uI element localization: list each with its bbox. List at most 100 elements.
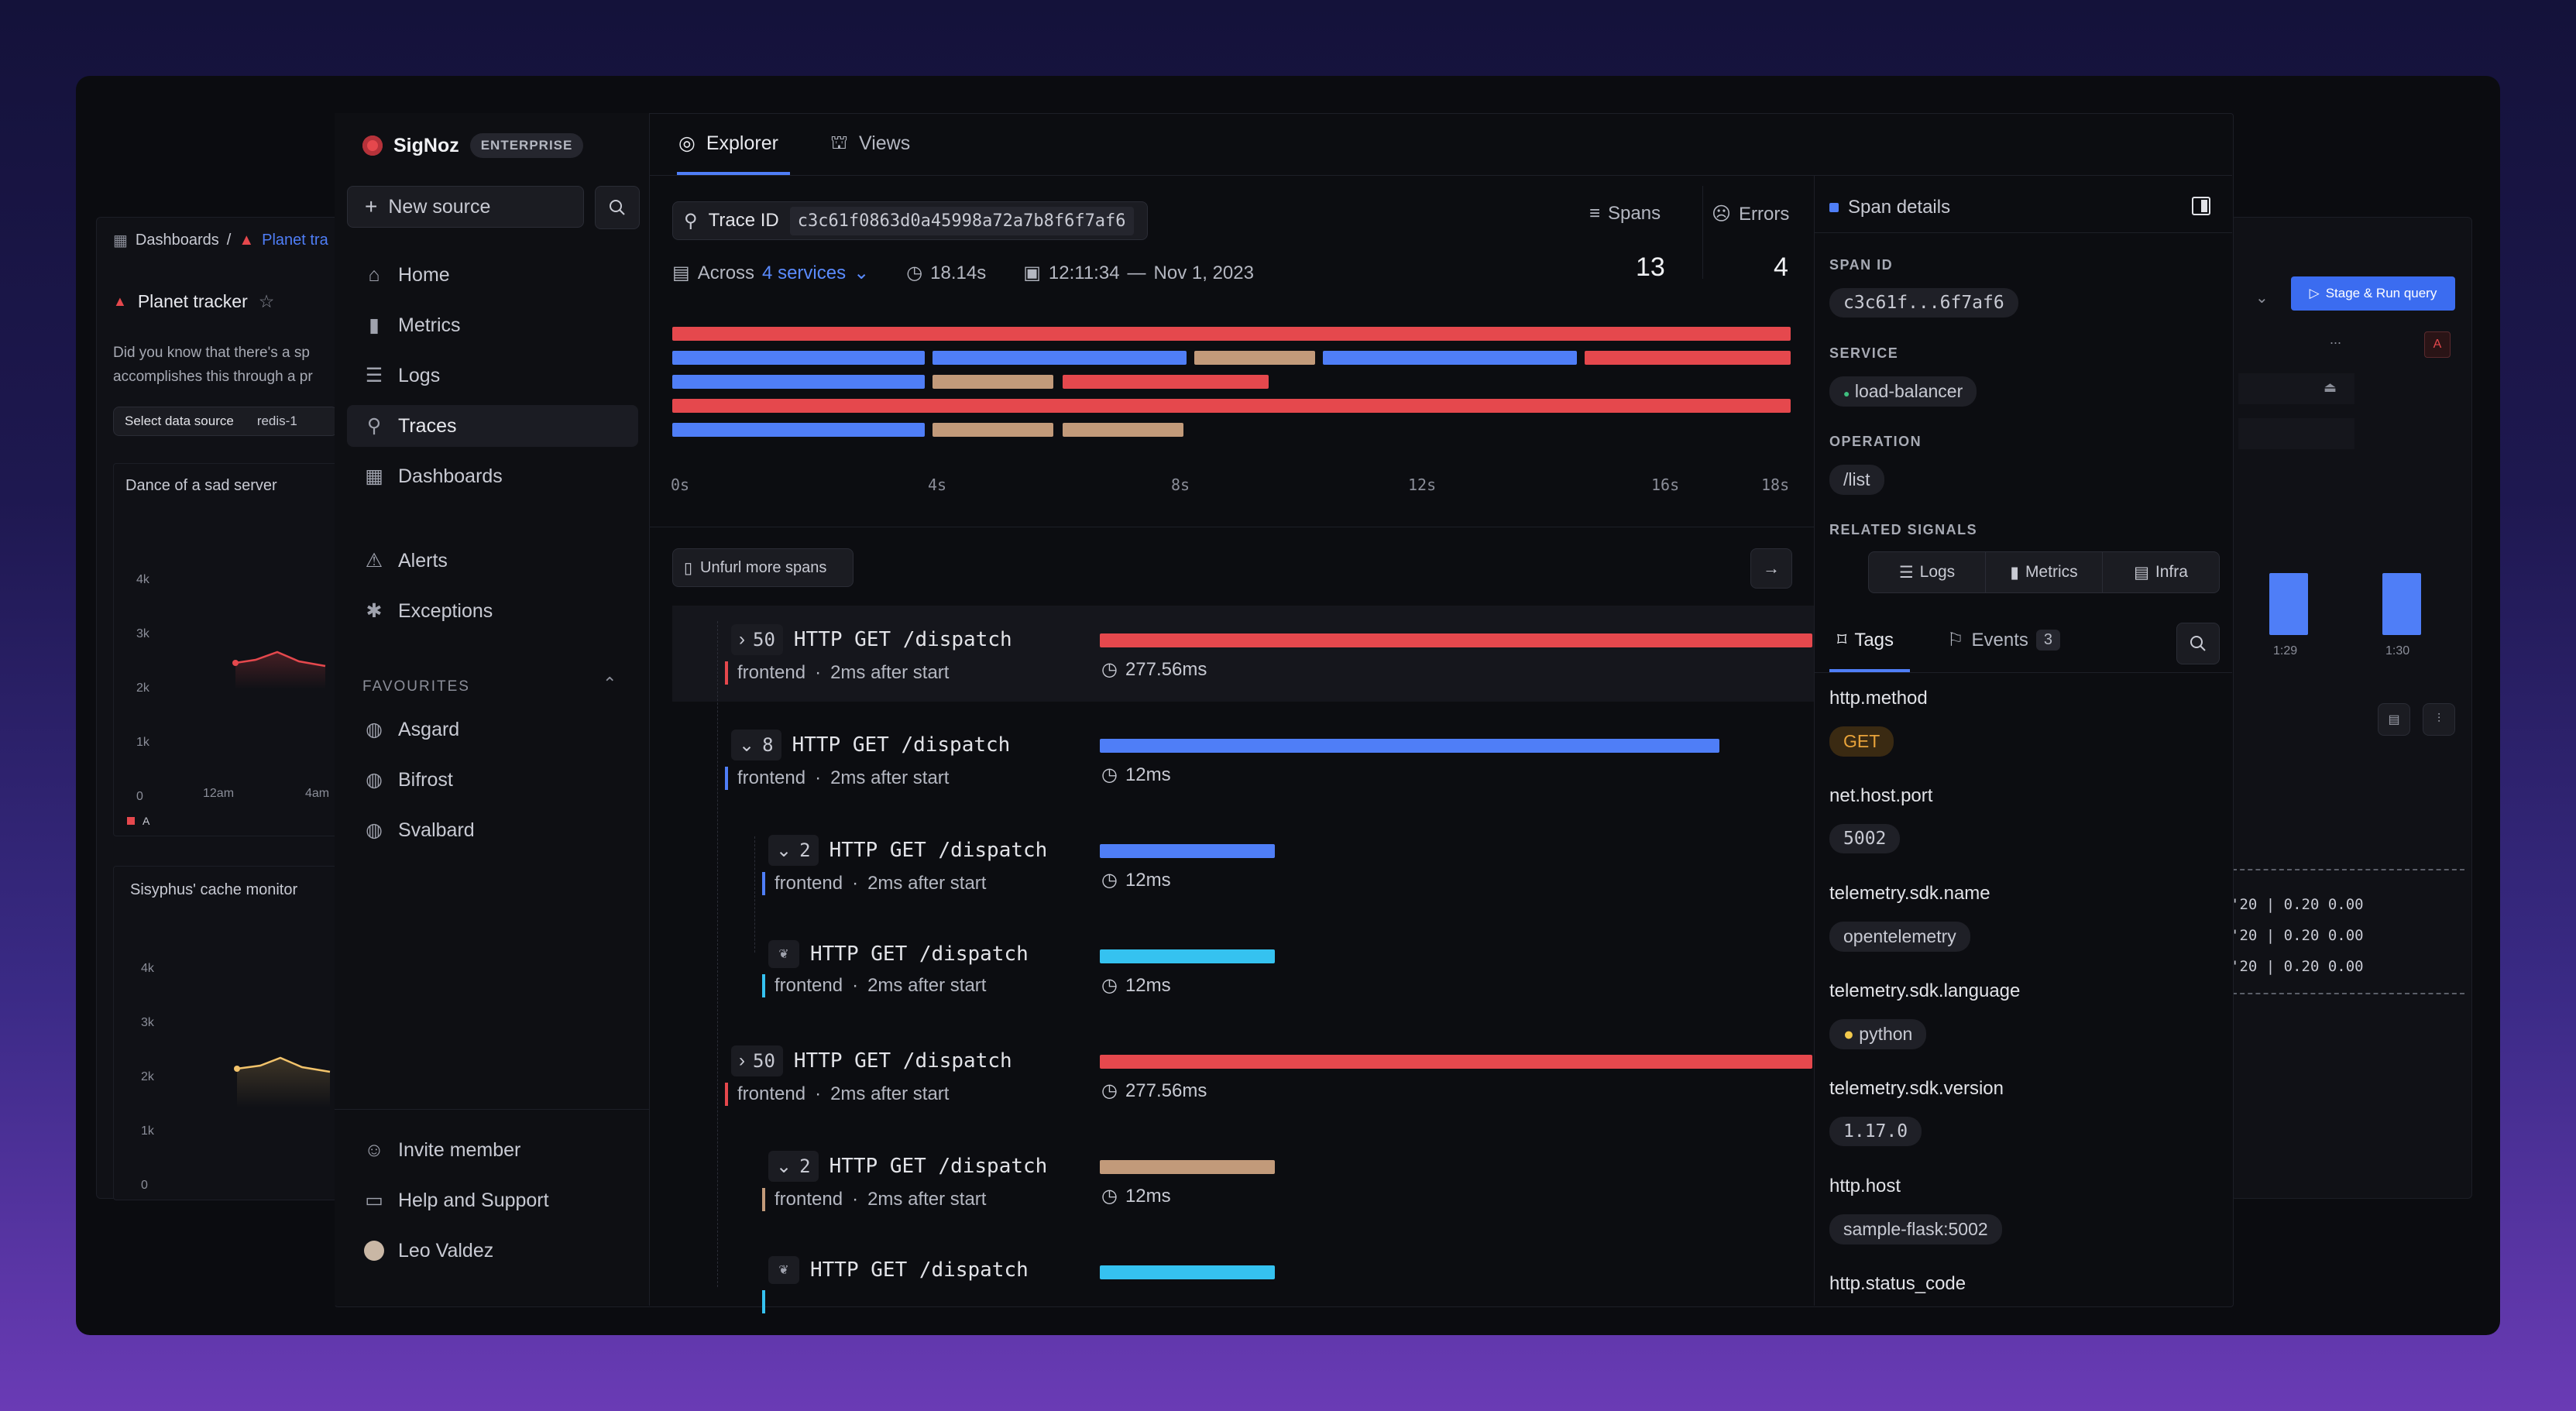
span-row[interactable]: ⌄ 2 HTTP GET /dispatch frontend · 2ms aft… <box>762 1151 1047 1211</box>
span-offset: 2ms after start <box>867 873 987 894</box>
star-icon[interactable]: ☆ <box>258 291 275 311</box>
sidebar-item-traces[interactable]: ⚲ Traces <box>347 405 638 447</box>
invite-member-button[interactable]: ☺ Invite member <box>347 1129 638 1171</box>
arrow-right-icon[interactable]: → <box>1750 548 1792 589</box>
span-row[interactable]: ❦ HTTP GET /dispatch frontend · 2ms afte… <box>762 940 1029 997</box>
tag-value[interactable]: 5002 <box>1829 824 1901 853</box>
span-row[interactable]: ❦ HTTP GET /dispatch <box>762 1256 1029 1313</box>
span-duration-bar[interactable] <box>1100 633 1812 647</box>
chevron-down-icon[interactable]: ⌄ <box>2255 290 2269 307</box>
sidebar-item-label: Alerts <box>398 549 448 572</box>
span-duration-bar[interactable] <box>1100 1265 1275 1279</box>
query-letter-badge[interactable]: A <box>2424 331 2451 358</box>
panel-legend: A <box>127 815 149 827</box>
favourite-asgard[interactable]: ◍ Asgard <box>347 709 638 750</box>
document-icon[interactable]: ▤ <box>2378 703 2410 736</box>
tag-value[interactable]: sample-flask:5002 <box>1829 1214 2002 1244</box>
new-source-button[interactable]: + New source <box>347 186 584 228</box>
span-duration-text: 12ms <box>1125 974 1171 996</box>
timer-icon: ◷ <box>1101 975 1118 996</box>
search-button[interactable] <box>595 186 640 229</box>
span-toggle[interactable]: ⌄ 2 <box>768 1151 819 1182</box>
globe-icon: ◍ <box>366 819 383 841</box>
child-count: 50 <box>753 629 775 651</box>
tab-explorer[interactable]: ◎ Explorer <box>678 132 778 155</box>
chevron-down-icon[interactable]: ⌄ <box>854 263 870 283</box>
minimap-bar <box>1063 423 1183 437</box>
query-input[interactable] <box>2238 418 2354 449</box>
message-icon: ▭ <box>365 1190 383 1211</box>
tag-value-text: 1.17.0 <box>1843 1121 1908 1142</box>
user-profile[interactable]: Leo Valdez <box>347 1230 638 1272</box>
tag-value[interactable]: 1.17.0 <box>1829 1117 1922 1146</box>
span-name: HTTP GET /dispatch <box>810 942 1029 966</box>
chevron-up-icon[interactable]: ⌃ <box>603 674 617 693</box>
span-row[interactable]: › 50 HTTP GET /dispatch frontend · 2ms af… <box>725 1045 1012 1106</box>
span-duration-bar[interactable] <box>1100 1055 1812 1069</box>
sidebar-item-metrics[interactable]: ▮ Metrics <box>347 304 638 346</box>
span-row[interactable]: › 50 HTTP GET /dispatch frontend · 2ms af… <box>725 624 1012 685</box>
tab-tags[interactable]: ⌑ Tags <box>1837 629 1894 651</box>
span-row[interactable]: ⌄ 2 HTTP GET /dispatch frontend · 2ms aft… <box>762 835 1047 895</box>
span-toggle[interactable]: ⌄ 8 <box>731 730 781 760</box>
favourite-bifrost[interactable]: ◍ Bifrost <box>347 759 638 801</box>
panel-toggle-icon[interactable] <box>2192 197 2210 215</box>
minimap-bar <box>672 375 925 389</box>
description-line: accomplishes this through a pr <box>113 369 313 385</box>
divider <box>649 175 2232 176</box>
tags-search-button[interactable] <box>2176 623 2220 664</box>
favourite-svalbard[interactable]: ◍ Svalbard <box>347 809 638 851</box>
divider <box>335 1109 649 1110</box>
eject-icon[interactable]: ⏏ <box>2324 379 2337 395</box>
more-icon[interactable]: ... <box>2330 331 2342 347</box>
new-source-label: New source <box>388 195 491 218</box>
tag-value[interactable]: GET <box>1829 726 1894 757</box>
span-name: HTTP GET /dispatch <box>792 733 1011 757</box>
span-details-header: Span details <box>1829 197 1950 218</box>
related-metrics-button[interactable]: ▮ Metrics <box>1986 552 2103 592</box>
divider <box>1702 186 1703 279</box>
sidebar-item-exceptions[interactable]: ✱ Exceptions <box>347 590 638 632</box>
tab-events[interactable]: ⚐ Events 3 <box>1947 629 2061 651</box>
breadcrumb-dashboards[interactable]: Dashboards <box>135 232 219 249</box>
sidebar-item-alerts[interactable]: ⚠ Alerts <box>347 540 638 582</box>
timer-icon: ◷ <box>1101 1080 1118 1101</box>
breadcrumb-current[interactable]: Planet tra <box>262 232 328 249</box>
dashboard-title: ▲ Planet tracker ☆ <box>113 291 274 312</box>
sidebar-item-logs[interactable]: ☰ Logs <box>347 355 638 397</box>
span-row[interactable]: ⌄ 8 HTTP GET /dispatch frontend · 2ms aft… <box>725 730 1011 790</box>
related-infra-button[interactable]: ▤ Infra <box>2103 552 2219 592</box>
tag-value[interactable]: opentelemetry <box>1829 922 1970 952</box>
help-support-button[interactable]: ▭ Help and Support <box>347 1179 638 1221</box>
query-input[interactable] <box>2238 373 2354 404</box>
span-duration-bar[interactable] <box>1100 949 1275 963</box>
unfurl-spans-button[interactable]: ▯ Unfurl more spans <box>672 548 854 587</box>
span-duration-bar[interactable] <box>1100 739 1719 753</box>
data-source-select[interactable]: Select data source redis-1 <box>113 407 338 436</box>
active-tab-indicator <box>1829 669 1910 672</box>
sidebar-item-dashboards[interactable]: ▦ Dashboards <box>347 455 638 497</box>
trace-id-field[interactable]: ⚲ Trace ID c3c61f0863d0a45998a72a7b8f6f7… <box>672 201 1148 240</box>
service-color-marker <box>762 974 765 997</box>
tab-views[interactable]: ⛫ Views <box>830 132 910 156</box>
related-logs-button[interactable]: ☰ Logs <box>1869 552 1986 592</box>
tag-value[interactable]: ● python <box>1829 1019 1927 1049</box>
leaf-icon: ❦ <box>768 940 799 968</box>
bug-icon: ✱ <box>366 600 383 622</box>
services-count-link[interactable]: 4 services <box>762 262 847 283</box>
run-button-label: Stage & Run query <box>2325 286 2437 300</box>
settings-sliders-icon[interactable]: ⫶ <box>2423 703 2455 736</box>
span-toggle[interactable]: › 50 <box>731 624 783 655</box>
stage-run-query-button[interactable]: ▷ Stage & Run query <box>2291 276 2455 311</box>
globe-icon: ◍ <box>366 769 383 791</box>
span-duration-bar[interactable] <box>1100 1160 1275 1174</box>
span-toggle[interactable]: › 50 <box>731 1045 783 1076</box>
span-id-value: c3c61f...6f7af6 <box>1829 288 2018 318</box>
invite-label: Invite member <box>398 1138 521 1161</box>
sidebar-item-home[interactable]: ⌂ Home <box>347 254 638 296</box>
child-count: 2 <box>799 1155 811 1177</box>
y-tick: 1k <box>136 736 149 749</box>
chevron-right-icon: › <box>739 629 745 650</box>
span-toggle[interactable]: ⌄ 2 <box>768 835 819 866</box>
span-duration-bar[interactable] <box>1100 844 1275 858</box>
